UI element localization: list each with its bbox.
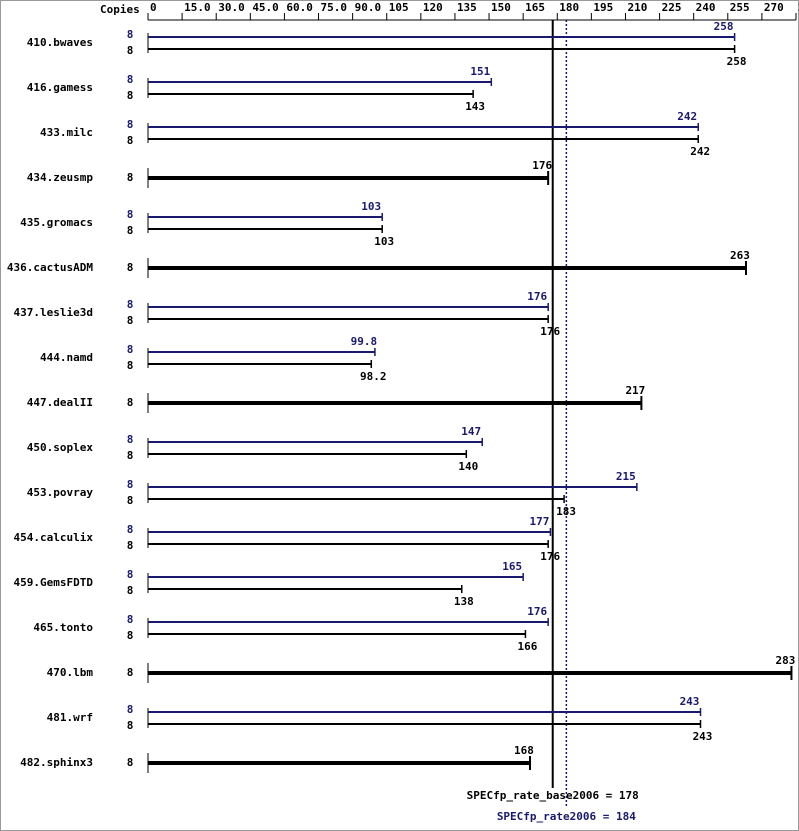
x-tick-label: 15.0 (184, 1, 211, 14)
x-tick-label: 270 (764, 1, 784, 14)
benchmark-label: 470.lbm (47, 666, 94, 679)
x-tick-label: 165 (525, 1, 545, 14)
x-tick-label: 45.0 (252, 1, 279, 14)
reference-label: SPECfp_rate_base2006 = 178 (467, 789, 639, 802)
x-tick-label: 105 (389, 1, 409, 14)
copies-label: 8 (127, 298, 134, 311)
value-label: 176 (540, 325, 560, 338)
benchmark-label: 482.sphinx3 (20, 756, 93, 769)
benchmark-label: 450.soplex (27, 441, 94, 454)
copies-label: 8 (127, 666, 134, 679)
benchmark-label: 465.tonto (33, 621, 93, 634)
x-tick-label: 0 (150, 1, 157, 14)
copies-label: 8 (127, 584, 134, 597)
copies-label: 8 (127, 523, 134, 536)
x-tick-label: 225 (662, 1, 682, 14)
copies-label: 8 (127, 261, 134, 274)
value-label: 177 (530, 515, 550, 528)
copies-label: 8 (127, 73, 134, 86)
value-label: 103 (374, 235, 394, 248)
copies-label: 8 (127, 118, 134, 131)
value-label: 151 (470, 65, 490, 78)
copies-label: 8 (127, 44, 134, 57)
benchmark-label: 434.zeusmp (27, 171, 94, 184)
copies-label: 8 (127, 629, 134, 642)
copies-label: 8 (127, 89, 134, 102)
benchmark-label: 416.gamess (27, 81, 93, 94)
copies-header: Copies (100, 3, 140, 16)
value-label: 103 (361, 200, 381, 213)
copies-label: 8 (127, 756, 134, 769)
copies-label: 8 (127, 478, 134, 491)
value-label: 98.2 (360, 370, 387, 383)
value-label: 99.8 (351, 335, 378, 348)
value-label: 242 (690, 145, 710, 158)
copies-label: 8 (127, 359, 134, 372)
copies-label: 8 (127, 539, 134, 552)
copies-label: 8 (127, 719, 134, 732)
benchmark-label: 444.namd (40, 351, 93, 364)
copies-label: 8 (127, 433, 134, 446)
benchmark-label: 459.GemsFDTD (14, 576, 94, 589)
value-label: 143 (465, 100, 485, 113)
benchmark-label: 410.bwaves (27, 36, 93, 49)
copies-label: 8 (127, 224, 134, 237)
x-tick-label: 60.0 (286, 1, 313, 14)
value-label: 217 (625, 384, 645, 397)
value-label: 258 (714, 20, 734, 33)
copies-label: 8 (127, 703, 134, 716)
value-label: 243 (693, 730, 713, 743)
reference-label: SPECfp_rate2006 = 184 (497, 810, 636, 823)
x-tick-label: 195 (593, 1, 613, 14)
copies-label: 8 (127, 134, 134, 147)
value-label: 140 (458, 460, 478, 473)
value-label: 168 (514, 744, 534, 757)
value-label: 258 (727, 55, 747, 68)
value-label: 138 (454, 595, 474, 608)
value-label: 242 (677, 110, 697, 123)
value-label: 263 (730, 249, 750, 262)
x-tick-label: 180 (559, 1, 579, 14)
benchmark-label: 447.dealII (27, 396, 93, 409)
benchmark-label: 435.gromacs (20, 216, 93, 229)
copies-label: 8 (127, 314, 134, 327)
x-tick-label: 30.0 (218, 1, 245, 14)
x-tick-label: 120 (423, 1, 443, 14)
value-label: 176 (532, 159, 552, 172)
x-tick-label: 75.0 (321, 1, 348, 14)
value-label: 166 (517, 640, 537, 653)
value-label: 283 (776, 654, 796, 667)
copies-label: 8 (127, 28, 134, 41)
copies-label: 8 (127, 494, 134, 507)
benchmark-label: 481.wrf (47, 711, 93, 724)
benchmark-label: 436.cactusADM (7, 261, 93, 274)
value-label: 183 (556, 505, 576, 518)
x-tick-label: 90.0 (355, 1, 382, 14)
value-label: 215 (616, 470, 636, 483)
copies-label: 8 (127, 343, 134, 356)
value-label: 176 (527, 605, 547, 618)
copies-label: 8 (127, 613, 134, 626)
value-label: 165 (502, 560, 522, 573)
benchmark-label: 433.milc (40, 126, 93, 139)
value-label: 147 (461, 425, 481, 438)
value-label: 243 (680, 695, 700, 708)
x-tick-label: 135 (457, 1, 477, 14)
copies-label: 8 (127, 568, 134, 581)
benchmark-label: 437.leslie3d (14, 306, 93, 319)
benchmark-label: 453.povray (27, 486, 94, 499)
copies-label: 8 (127, 208, 134, 221)
x-tick-label: 210 (627, 1, 647, 14)
x-tick-label: 255 (730, 1, 750, 14)
copies-label: 8 (127, 449, 134, 462)
benchmark-label: 454.calculix (14, 531, 94, 544)
value-label: 176 (527, 290, 547, 303)
x-tick-label: 240 (696, 1, 716, 14)
copies-label: 8 (127, 171, 134, 184)
x-tick-label: 150 (491, 1, 511, 14)
value-label: 176 (540, 550, 560, 563)
copies-label: 8 (127, 396, 134, 409)
